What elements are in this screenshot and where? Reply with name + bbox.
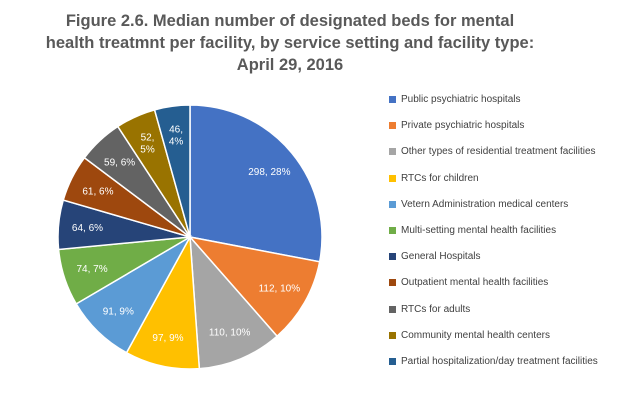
slice-label-6: 64, 6% [72, 223, 103, 234]
legend-swatch-4 [389, 200, 396, 208]
legend-label-4: Vetern Administration medical centers [401, 198, 569, 210]
legend-label-9: Community mental health centers [401, 329, 550, 341]
legend-swatch-0 [389, 96, 396, 103]
legend-label-0: Public psychiatric hospitals [401, 94, 521, 105]
legend-swatch-6 [389, 253, 396, 261]
pie-slice-0 [189, 104, 323, 263]
legend-swatch-8 [389, 305, 396, 313]
legend-swatch-9 [389, 331, 396, 339]
legend-swatch-1 [389, 122, 396, 130]
chart-title: Figure 2.6. Median number of designated … [40, 10, 540, 76]
pie-slice-1 [187, 235, 321, 338]
slice-label-5: 74, 7% [76, 264, 107, 275]
chart-title-line-3: April 29, 2016 [236, 56, 344, 74]
slice-label-2: 110, 10% [209, 328, 251, 339]
slice-label-9: 52, 5% [140, 133, 155, 156]
legend-label-3: RTCs for children [401, 172, 479, 184]
legend-label-2: Other types of residential treatment fac… [401, 146, 596, 158]
slice-label-4: 91, 9% [103, 306, 134, 317]
pie-slice-10 [153, 104, 191, 238]
legend-label-1: Private psychiatric hospitals [401, 120, 525, 132]
slice-label-1: 112, 10% [259, 284, 301, 295]
slice-label-3: 97, 9% [152, 333, 183, 344]
slice-label-10: 46, 4% [169, 124, 184, 147]
chart-title-line-1: Figure 2.6. Median number of designated … [65, 12, 515, 30]
legend-label-10: Partial hospitalization/day treatment fa… [401, 356, 598, 367]
legend-swatch-5 [389, 227, 396, 234]
slice-label-8: 59, 6% [104, 157, 135, 168]
legend-label-6: General Hospitals [401, 251, 481, 263]
legend-label-8: RTCs for adults [401, 303, 471, 315]
legend-label-5: Multi-setting mental health facilities [401, 225, 557, 236]
slice-label-0: 298, 28% [248, 167, 290, 178]
pie-slice-2 [189, 234, 279, 370]
chart-title-line-2: health treatmnt per facility, by service… [45, 34, 535, 52]
slice-label-7: 61, 6% [82, 186, 113, 197]
legend-swatch-3 [389, 174, 396, 182]
legend-swatch-10 [389, 358, 396, 365]
legend-swatch-2 [389, 148, 396, 156]
legend-label-7: Outpatient mental health facilities [401, 277, 549, 289]
legend-swatch-7 [389, 279, 396, 287]
